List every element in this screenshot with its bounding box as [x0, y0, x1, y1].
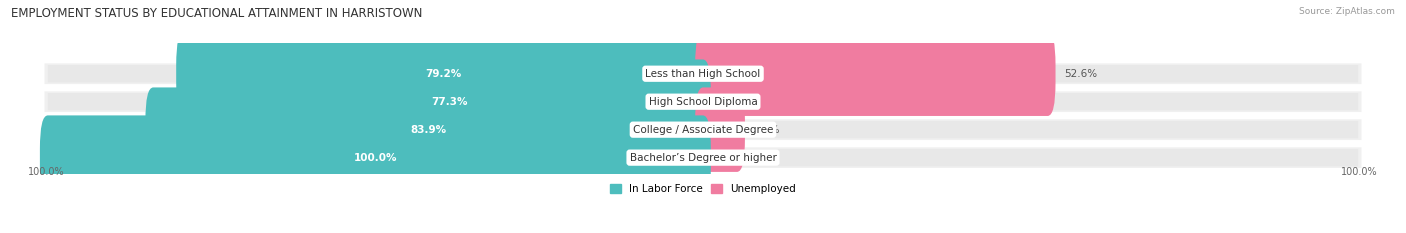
FancyBboxPatch shape [48, 93, 703, 110]
FancyBboxPatch shape [176, 31, 711, 116]
FancyBboxPatch shape [45, 91, 1361, 112]
Text: EMPLOYMENT STATUS BY EDUCATIONAL ATTAINMENT IN HARRISTOWN: EMPLOYMENT STATUS BY EDUCATIONAL ATTAINM… [11, 7, 423, 20]
Text: 100.0%: 100.0% [1341, 167, 1378, 177]
Text: Source: ZipAtlas.com: Source: ZipAtlas.com [1299, 7, 1395, 16]
FancyBboxPatch shape [45, 147, 1361, 168]
Text: 100.0%: 100.0% [354, 153, 396, 163]
Text: 5.2%: 5.2% [754, 125, 780, 135]
FancyBboxPatch shape [703, 93, 1358, 110]
FancyBboxPatch shape [48, 149, 703, 166]
Text: 79.2%: 79.2% [426, 69, 461, 79]
FancyBboxPatch shape [45, 119, 1361, 140]
Text: High School Diploma: High School Diploma [648, 97, 758, 107]
FancyBboxPatch shape [695, 31, 1056, 116]
Text: 100.0%: 100.0% [28, 167, 65, 177]
FancyBboxPatch shape [45, 63, 1361, 84]
Text: Bachelor’s Degree or higher: Bachelor’s Degree or higher [630, 153, 776, 163]
Text: Less than High School: Less than High School [645, 69, 761, 79]
FancyBboxPatch shape [48, 121, 703, 138]
Legend: In Labor Force, Unemployed: In Labor Force, Unemployed [606, 180, 800, 198]
Text: 0.0%: 0.0% [720, 153, 745, 163]
FancyBboxPatch shape [703, 121, 1358, 138]
FancyBboxPatch shape [39, 115, 711, 200]
Text: 77.3%: 77.3% [432, 97, 468, 107]
FancyBboxPatch shape [48, 65, 703, 82]
FancyBboxPatch shape [703, 65, 1358, 82]
FancyBboxPatch shape [188, 59, 711, 144]
Text: 0.0%: 0.0% [720, 97, 745, 107]
FancyBboxPatch shape [703, 149, 1358, 166]
Text: 83.9%: 83.9% [411, 125, 446, 135]
FancyBboxPatch shape [145, 87, 711, 172]
Text: College / Associate Degree: College / Associate Degree [633, 125, 773, 135]
FancyBboxPatch shape [695, 87, 745, 172]
Text: 52.6%: 52.6% [1064, 69, 1097, 79]
